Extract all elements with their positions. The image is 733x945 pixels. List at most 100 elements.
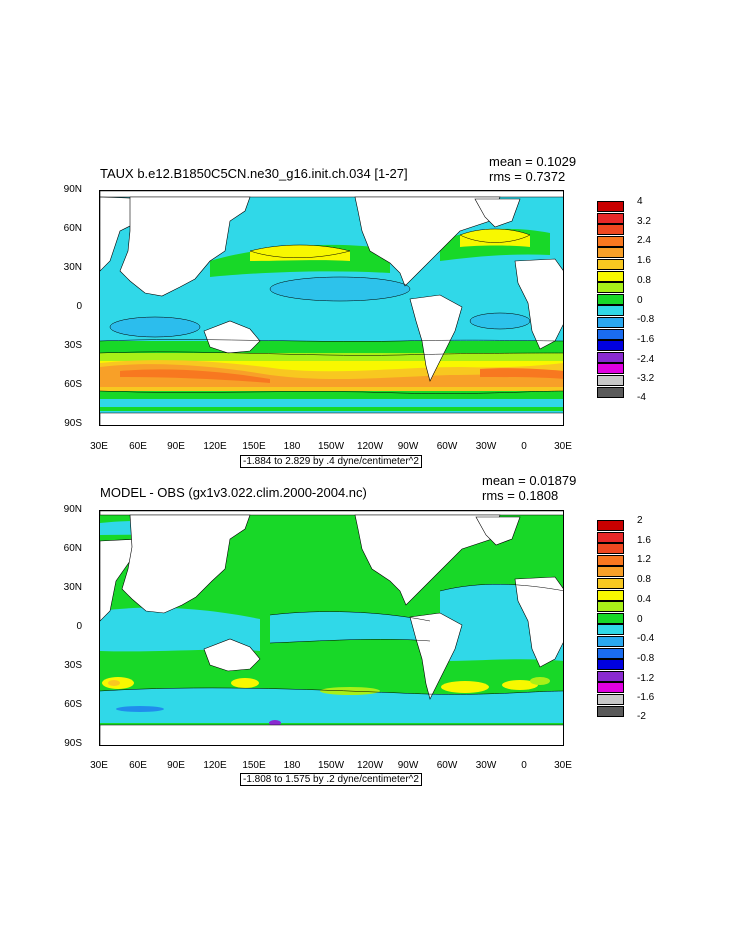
lon-label: 150W bbox=[317, 441, 345, 452]
legend-color-box bbox=[597, 543, 624, 555]
legend-label: 0.4 bbox=[637, 594, 651, 605]
rms-stat: rms = 0.1808 bbox=[482, 488, 559, 503]
lat-label: 60S bbox=[64, 379, 82, 390]
legend-label: 0.8 bbox=[637, 275, 651, 286]
lon-label: 120E bbox=[203, 760, 227, 771]
lat-label: 30N bbox=[63, 262, 82, 273]
lon-label: 30E bbox=[90, 760, 108, 771]
legend-label: -2.4 bbox=[637, 354, 655, 365]
mean-stat: mean = 0.01879 bbox=[482, 473, 577, 488]
legend-color-box bbox=[597, 351, 624, 363]
legend-color-box bbox=[597, 259, 624, 270]
lon-label: 180 bbox=[283, 441, 301, 452]
lon-label: 120W bbox=[356, 441, 384, 452]
taux-map bbox=[100, 191, 563, 425]
legend-color-box bbox=[597, 293, 624, 305]
map-plot bbox=[99, 190, 564, 426]
lon-label: 30E bbox=[554, 760, 572, 771]
diff-map bbox=[100, 511, 563, 745]
legend-color-box bbox=[597, 317, 624, 328]
map-plot bbox=[99, 510, 564, 746]
lon-label: 180 bbox=[283, 760, 301, 771]
legend-label: 0 bbox=[637, 614, 643, 625]
lat-label: 90S bbox=[64, 738, 82, 749]
legend-label: -4 bbox=[637, 392, 646, 404]
legend-label: -3.2 bbox=[637, 373, 655, 384]
lon-label: 0 bbox=[521, 441, 527, 452]
legend-color-box bbox=[597, 554, 624, 566]
lon-label: 150W bbox=[317, 760, 345, 771]
legend-label: 3.2 bbox=[637, 216, 651, 227]
lon-label: 30E bbox=[90, 441, 108, 452]
legend-color-box bbox=[597, 624, 624, 636]
lon-label: 90W bbox=[397, 760, 419, 771]
lat-label: 90S bbox=[64, 418, 82, 429]
legend-color-box bbox=[597, 682, 624, 694]
legend-label: -0.8 bbox=[637, 653, 655, 664]
legend-label: 0 bbox=[637, 295, 643, 306]
legend-color-box bbox=[597, 578, 624, 589]
legend-color-box bbox=[597, 201, 624, 212]
legend-label: -1.2 bbox=[637, 673, 655, 684]
legend-color-box bbox=[597, 282, 624, 294]
legend-color-box bbox=[597, 270, 624, 282]
legend-color-box bbox=[597, 566, 624, 578]
lat-label: 0 bbox=[76, 301, 82, 312]
legend-label: 1.6 bbox=[637, 535, 651, 546]
lat-label: 60N bbox=[63, 223, 82, 234]
legend-color-box bbox=[597, 235, 624, 247]
lat-label: 0 bbox=[76, 621, 82, 632]
legend-color-box bbox=[597, 328, 624, 340]
legend-color-box bbox=[597, 212, 624, 224]
legend-label: -1.6 bbox=[637, 692, 655, 703]
lon-label: 30W bbox=[475, 441, 497, 452]
legend-label: -0.4 bbox=[637, 633, 655, 644]
lon-label: 150E bbox=[242, 760, 266, 771]
lat-label: 30S bbox=[64, 340, 82, 351]
legend-label: -1.6 bbox=[637, 334, 655, 345]
legend-color-box bbox=[597, 375, 624, 386]
legend-label: 4 bbox=[637, 196, 643, 207]
lat-label: 90N bbox=[63, 504, 82, 515]
legend-label: -2 bbox=[637, 711, 646, 723]
legend-color-box bbox=[597, 340, 624, 352]
lon-label: 90W bbox=[397, 441, 419, 452]
legend-color-box bbox=[597, 647, 624, 659]
legend-color-box bbox=[597, 520, 624, 531]
legend-color-box bbox=[597, 363, 624, 375]
lon-label: 60W bbox=[436, 760, 458, 771]
lat-label: 90N bbox=[63, 184, 82, 195]
legend-color-box bbox=[597, 612, 624, 624]
lon-label: 150E bbox=[242, 441, 266, 452]
lon-label: 30W bbox=[475, 760, 497, 771]
lon-label: 60E bbox=[129, 441, 147, 452]
lat-label: 30S bbox=[64, 660, 82, 671]
legend-color-box bbox=[597, 589, 624, 601]
legend-color-box bbox=[597, 601, 624, 613]
lat-label: 60S bbox=[64, 699, 82, 710]
legend-label: 2.4 bbox=[637, 235, 651, 246]
range-label: -1.808 to 1.575 by .2 dyne/centimeter^2 bbox=[240, 773, 422, 786]
legend-label: 1.2 bbox=[637, 554, 651, 565]
mean-stat: mean = 0.1029 bbox=[489, 154, 577, 169]
lon-label: 60W bbox=[436, 441, 458, 452]
legend-color-box bbox=[597, 305, 624, 317]
legend-color-box bbox=[597, 705, 624, 717]
legend-label: 2 bbox=[637, 515, 643, 526]
lon-label: 120W bbox=[356, 760, 384, 771]
legend-color-box bbox=[597, 386, 624, 398]
legend-color-box bbox=[597, 247, 624, 259]
panel-title: MODEL - OBS (gx1v3.022.clim.2000-2004.nc… bbox=[100, 485, 367, 500]
legend-label: -0.8 bbox=[637, 314, 655, 325]
legend-color-box bbox=[597, 694, 624, 705]
lon-label: 90E bbox=[167, 760, 185, 771]
legend-color-box bbox=[597, 224, 624, 236]
legend-color-box bbox=[597, 636, 624, 647]
lat-label: 60N bbox=[63, 543, 82, 554]
range-label: -1.884 to 2.829 by .4 dyne/centimeter^2 bbox=[240, 455, 422, 468]
legend-color-box bbox=[597, 531, 624, 543]
lon-label: 120E bbox=[203, 441, 227, 452]
legend-label: 1.6 bbox=[637, 255, 651, 266]
lon-label: 90E bbox=[167, 441, 185, 452]
lat-label: 30N bbox=[63, 582, 82, 593]
